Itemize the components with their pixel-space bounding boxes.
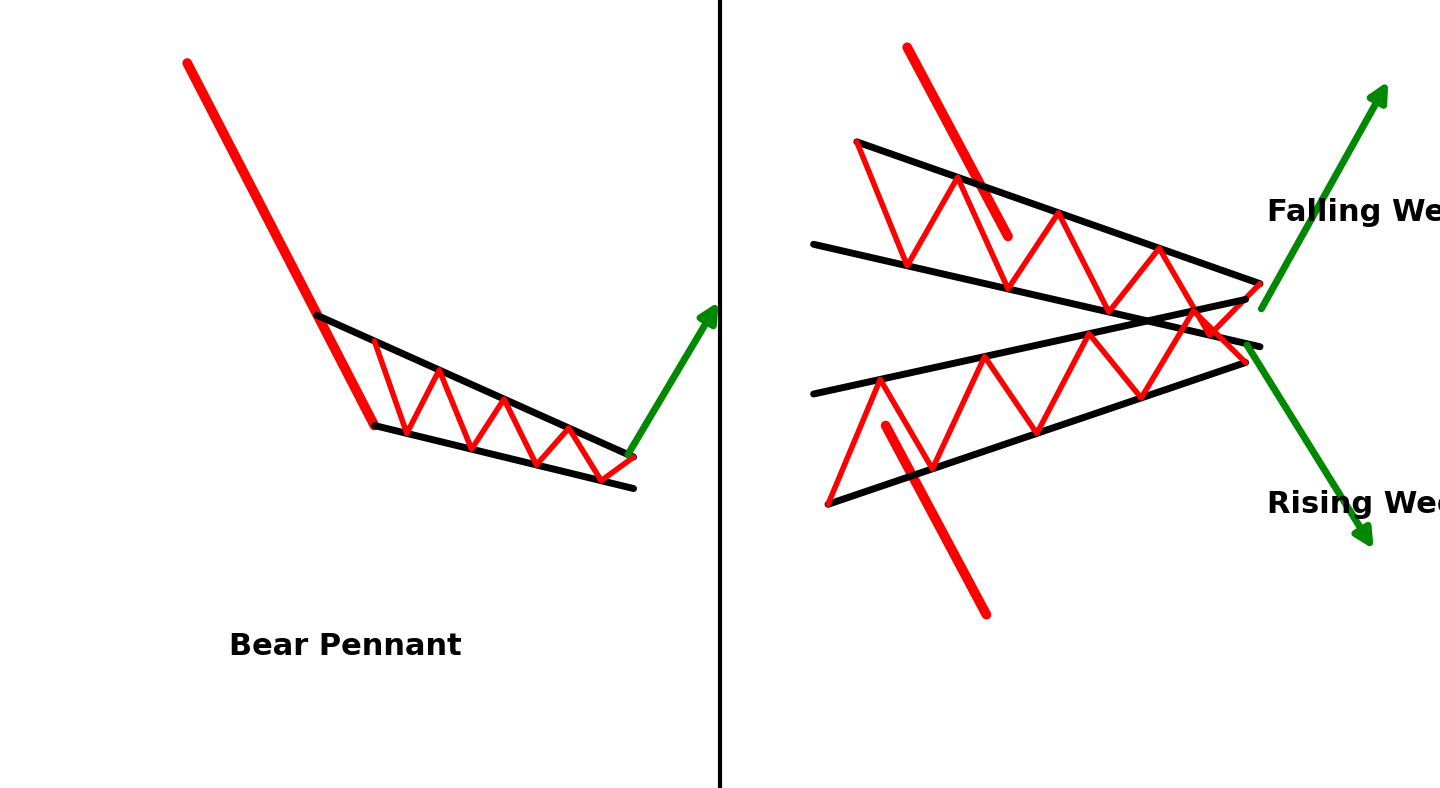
Text: Bear Pennant: Bear Pennant bbox=[229, 632, 462, 660]
Text: Rising Wedge: Rising Wedge bbox=[1267, 490, 1440, 519]
Text: Falling Wedge: Falling Wedge bbox=[1267, 199, 1440, 227]
